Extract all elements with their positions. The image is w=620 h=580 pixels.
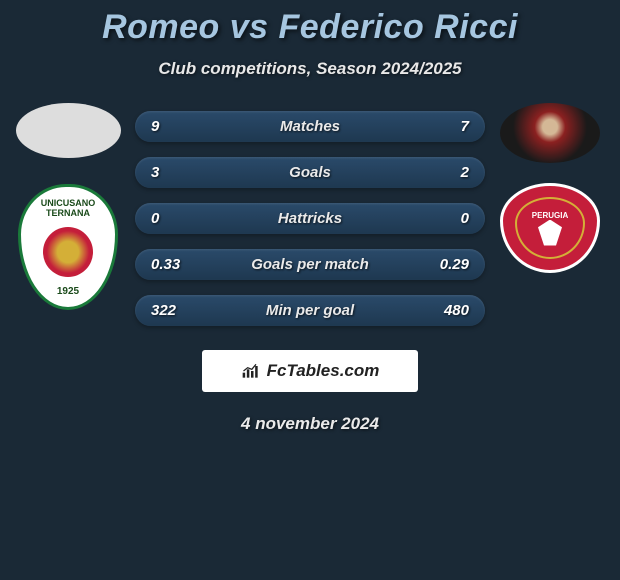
stat-row: 0 Hattricks 0 [135,203,485,234]
stat-row: 9 Matches 7 [135,111,485,142]
stat-right-value: 0 [429,210,469,227]
stat-label: Hattricks [278,210,342,227]
team-logo-perugia: PERUGIA [500,183,600,273]
stat-label: Goals per match [251,256,369,273]
stat-left-value: 9 [151,118,191,135]
stat-right-value: 2 [429,164,469,181]
brand-text: FcTables.com [267,361,380,381]
subtitle: Club competitions, Season 2024/2025 [0,59,620,79]
chart-icon [241,362,261,380]
stat-row: 3 Goals 2 [135,157,485,188]
team-name-perugia: PERUGIA [532,211,568,220]
player-photo-right [500,103,600,163]
stats-area: UNICUSANO TERNANA 1925 PERUGIA 9 Matches… [0,111,620,326]
team-logo-ternana: UNICUSANO TERNANA 1925 [18,184,118,310]
stat-label: Min per goal [266,302,354,319]
stat-right-value: 0.29 [429,256,469,273]
page-title: Romeo vs Federico Ricci [0,8,620,47]
stat-right-value: 480 [429,302,469,319]
stat-left-value: 0 [151,210,191,227]
left-player-column: UNICUSANO TERNANA 1925 [8,103,128,310]
stats-bars: 9 Matches 7 3 Goals 2 0 Hattricks 0 0.33… [135,111,485,326]
date-label: 4 november 2024 [0,414,620,434]
stat-row: 322 Min per goal 480 [135,295,485,326]
stat-left-value: 3 [151,164,191,181]
stat-left-value: 0.33 [151,256,191,273]
team-year: 1925 [57,286,79,297]
comparison-card: Romeo vs Federico Ricci Club competition… [0,0,620,434]
stat-right-value: 7 [429,118,469,135]
stat-label: Goals [289,164,331,181]
right-player-column: PERUGIA [490,103,610,273]
dragon-icon [43,227,93,277]
stat-left-value: 322 [151,302,191,319]
player-photo-left [16,103,121,158]
stat-label: Matches [280,118,340,135]
branding-badge: FcTables.com [202,350,418,392]
stat-row: 0.33 Goals per match 0.29 [135,249,485,280]
griffin-icon [535,220,565,246]
team-name-ternana: UNICUSANO TERNANA [30,199,105,219]
